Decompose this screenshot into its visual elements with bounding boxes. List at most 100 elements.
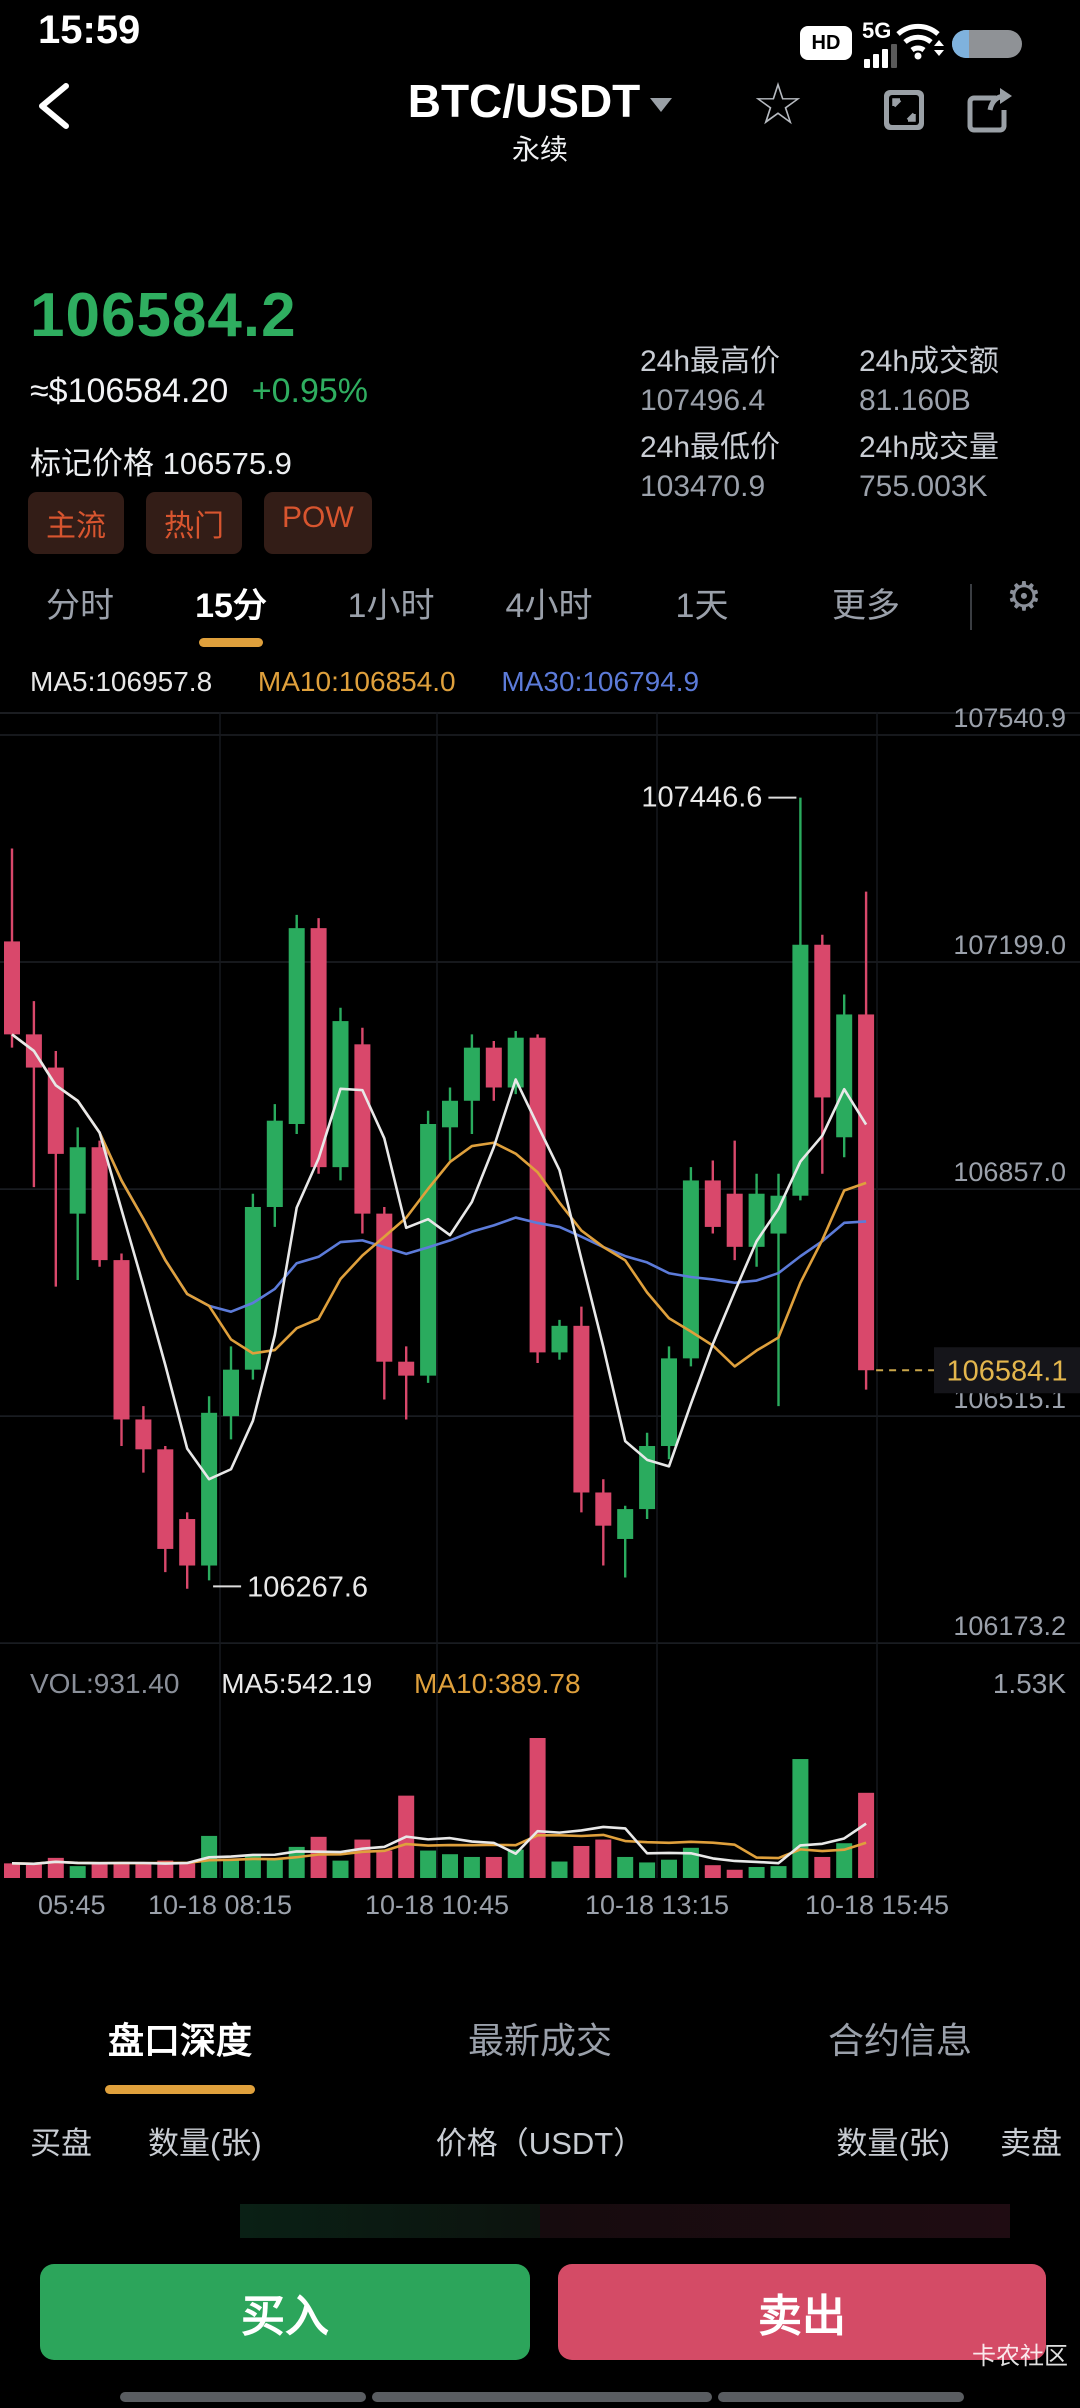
buy-side-label: 买盘 <box>30 2126 92 2161</box>
candle-body <box>332 1021 349 1168</box>
wifi-icon <box>896 23 944 60</box>
volume-bar <box>69 1866 86 1878</box>
timeframe-bar: 分时 15分 1小时 4小时 1天 更多 ⚙ <box>0 575 1080 650</box>
volume-bar <box>420 1850 437 1878</box>
candle-body <box>288 928 305 1125</box>
volume-bar <box>442 1854 458 1878</box>
candle-body <box>47 1067 64 1154</box>
candle-body <box>135 1419 152 1450</box>
back-button[interactable] <box>30 80 86 132</box>
candle-body <box>113 1260 130 1420</box>
volume-bar <box>157 1860 174 1878</box>
ma10-line <box>11 1033 867 1368</box>
gesture-bar-segment[interactable] <box>120 2392 366 2402</box>
kline-chart[interactable]: 107540.9 107199.0 106857.0 106515.1 106173.2… <box>0 700 1080 1940</box>
gesture-bar-segment[interactable] <box>718 2392 964 2402</box>
volume-bar <box>463 1856 480 1878</box>
candle-body <box>376 1213 393 1362</box>
volume-bar <box>135 1864 152 1878</box>
vol-ma10-value: MA10:389.78 <box>414 1668 581 1699</box>
tab-timeline[interactable]: 分时 <box>46 587 114 625</box>
stats-24h: 24h最高价 24h成交额 107496.4 81.160B 24h最低价 24… <box>640 336 1060 504</box>
volume-bar <box>25 1864 42 1878</box>
signal-bars-icon <box>864 44 897 68</box>
ma5-line <box>11 1033 868 1481</box>
fiat-price-row: ≈$106584.20 +0.95% <box>30 372 368 411</box>
stat-high-label: 24h最高价 <box>640 345 781 378</box>
candle-body <box>4 941 20 1035</box>
ma30-value: MA30:106794.9 <box>501 666 700 697</box>
ma10-value: MA10:106854.0 <box>257 666 456 697</box>
volume-bar <box>595 1839 612 1878</box>
favorite-star-icon[interactable]: ☆ <box>752 72 804 137</box>
candle-body <box>442 1100 458 1128</box>
candle-body <box>223 1369 239 1417</box>
candle-body <box>704 1180 721 1227</box>
sell-qty-label: 数量(张) <box>836 2126 950 2161</box>
tab-contract-info[interactable]: 合约信息 <box>827 2020 972 2061</box>
candle-body <box>420 1124 437 1376</box>
order-book-header: 买盘 数量(张) 价格（USDT） 数量(张) 卖盘 <box>0 2118 1080 2162</box>
volume-bar <box>4 1863 20 1878</box>
volume-bar <box>507 1849 524 1878</box>
candle-body <box>770 1195 787 1234</box>
tab-latest-trades[interactable]: 最新成交 <box>467 2020 612 2061</box>
volume-ma5-line <box>11 1822 867 1866</box>
candle-body <box>91 1147 108 1261</box>
pair-title[interactable]: BTC/USDT <box>0 74 1080 128</box>
volume-bar <box>814 1856 831 1878</box>
time-axis-label: 05:45 <box>38 1890 106 1920</box>
active-tab-underline <box>105 2085 255 2094</box>
ask-depth-bar <box>540 2204 1010 2238</box>
volume-bar <box>179 1863 196 1878</box>
volume-bar <box>332 1860 349 1878</box>
share-icon[interactable] <box>962 84 1014 136</box>
ma5-value: MA5:106957.8 <box>30 666 213 697</box>
tab-15m[interactable]: 15分 <box>195 587 267 625</box>
stat-volume-label: 24h成交量 <box>859 431 1000 464</box>
candle-body <box>617 1509 634 1539</box>
tab-order-book-depth[interactable]: 盘口深度 <box>0 2012 360 2094</box>
candle-body <box>836 1014 853 1138</box>
candle-body <box>858 1014 875 1371</box>
volume-bar <box>485 1856 502 1878</box>
depth-row-placeholder <box>240 2204 1010 2238</box>
candle-body <box>354 1044 371 1214</box>
tab-4h[interactable]: 4小时 <box>505 587 593 625</box>
mark-price: 标记价格 106575.9 <box>30 446 292 481</box>
gear-icon[interactable]: ⚙ <box>1006 575 1042 619</box>
volume-bar <box>310 1836 327 1878</box>
tag-mainstream: 主流 <box>28 492 124 554</box>
stat-volume-value: 755.003K <box>859 470 988 503</box>
candle-body <box>201 1412 218 1566</box>
price-axis-label: 106173.2 <box>953 1611 1066 1641</box>
stat-high-value: 107496.4 <box>640 384 766 417</box>
gesture-bar-segment[interactable] <box>372 2392 712 2402</box>
tab-more[interactable]: 更多 <box>832 587 900 625</box>
bid-depth-bar <box>240 2204 540 2238</box>
fiat-price: ≈$106584.20 <box>30 372 229 410</box>
candle-body <box>682 1180 699 1359</box>
buy-button[interactable]: 买入 <box>40 2264 530 2360</box>
volume-bar <box>244 1856 261 1878</box>
volume-bar <box>792 1759 809 1878</box>
tab-1d[interactable]: 1天 <box>675 587 729 625</box>
candle-body <box>726 1193 743 1247</box>
candle-body <box>661 1358 677 1447</box>
tag-hot: 热门 <box>146 492 242 554</box>
candle-body <box>179 1519 196 1566</box>
tag-list: 主流 热门 POW <box>28 492 372 554</box>
candle-body <box>814 944 831 1098</box>
volume-bar <box>376 1850 393 1878</box>
sell-button[interactable]: 卖出 <box>558 2264 1046 2360</box>
price-axis-label: 107199.0 <box>953 930 1066 960</box>
tab-1h[interactable]: 1小时 <box>347 587 435 625</box>
volume-bar <box>661 1859 677 1878</box>
volume-bar <box>770 1866 787 1878</box>
fullscreen-icon[interactable] <box>880 86 928 134</box>
volume-bar <box>836 1843 853 1878</box>
candle-body <box>310 928 327 1168</box>
candle-body <box>69 1147 86 1214</box>
volume-bar <box>223 1858 239 1878</box>
volume-bar <box>551 1861 568 1878</box>
